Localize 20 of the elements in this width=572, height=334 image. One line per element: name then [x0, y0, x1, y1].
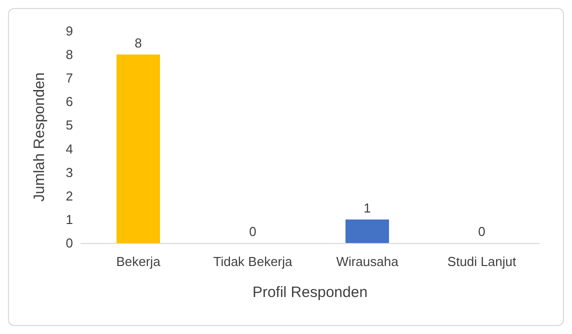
y-tick-label: 3 [66, 164, 73, 180]
data-label: 0 [249, 224, 256, 239]
x-axis-title: Profil Responden [252, 284, 368, 301]
y-tick-label: 9 [66, 24, 73, 38]
x-tick-label: Studi Lanjut [447, 254, 516, 269]
x-tick-label: Bekerja [116, 254, 162, 269]
y-tick-label: 7 [66, 70, 73, 86]
x-tick-label: Wirausaha [336, 254, 400, 269]
y-tick-label: 5 [66, 118, 73, 133]
y-tick-label: 6 [66, 94, 73, 110]
y-tick-label: 2 [66, 188, 73, 204]
data-label: 1 [364, 200, 371, 216]
x-tick-label: Tidak Bekerja [213, 254, 294, 269]
y-tick-label: 8 [66, 47, 73, 62]
data-label: 8 [134, 36, 142, 51]
y-tick-label: 4 [66, 141, 73, 156]
y-tick-label: 0 [66, 236, 73, 250]
y-axis-title: Jumlah Responden [31, 72, 48, 202]
data-label: 0 [478, 224, 486, 239]
y-tick-label: 1 [66, 212, 73, 227]
